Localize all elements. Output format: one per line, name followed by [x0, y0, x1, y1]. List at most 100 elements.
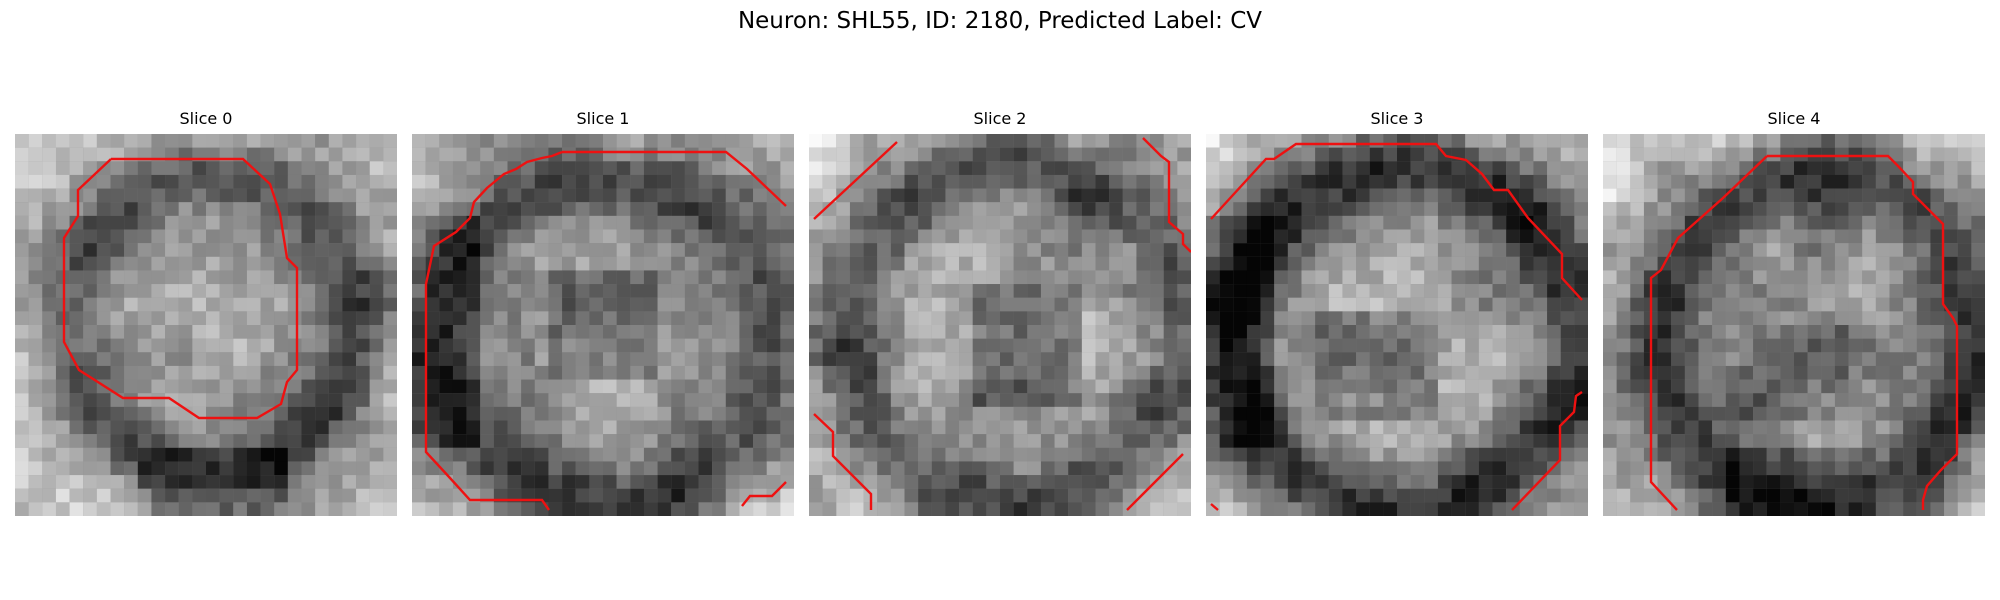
image-pixel — [246, 270, 261, 285]
image-pixel — [809, 229, 823, 244]
image-pixel — [69, 475, 84, 489]
image-pixel — [1410, 256, 1425, 271]
image-pixel — [1274, 215, 1288, 230]
image-pixel — [1684, 488, 1699, 503]
image-pixel — [1753, 420, 1767, 435]
image-pixel — [1957, 502, 1972, 516]
image-pixel — [1603, 447, 1617, 462]
image-pixel — [1233, 325, 1248, 339]
image-pixel — [1027, 229, 1042, 244]
image-pixel — [918, 161, 932, 176]
image-pixel — [809, 297, 823, 312]
image-pixel — [1109, 420, 1123, 435]
image-pixel — [822, 447, 837, 462]
image-pixel — [725, 461, 740, 476]
image-pixel — [918, 229, 932, 244]
image-pixel — [712, 134, 726, 148]
image-pixel — [1519, 461, 1534, 476]
image-pixel — [1369, 174, 1384, 189]
image-pixel — [1657, 352, 1672, 367]
image-pixel — [712, 174, 726, 189]
image-pixel — [315, 243, 329, 257]
image-pixel — [1027, 447, 1042, 462]
image-pixel — [287, 488, 302, 503]
image-pixel — [219, 202, 234, 216]
image-pixel — [1163, 161, 1178, 176]
image-pixel — [1916, 379, 1931, 394]
image-pixel — [1246, 461, 1261, 476]
image-pixel — [301, 284, 316, 298]
image-pixel — [657, 270, 672, 285]
image-pixel — [1356, 338, 1370, 353]
image-pixel — [1875, 365, 1890, 380]
image-pixel — [1451, 243, 1466, 257]
image-pixel — [1465, 447, 1479, 462]
image-pixel — [1780, 365, 1795, 380]
image-pixel — [1356, 256, 1370, 271]
image-pixel — [809, 325, 823, 339]
image-pixel — [1478, 270, 1493, 285]
image-pixel — [1260, 488, 1275, 503]
image-pixel — [1657, 406, 1672, 421]
image-pixel — [452, 325, 467, 339]
image-pixel — [1451, 284, 1466, 298]
image-pixel — [165, 502, 179, 516]
image-pixel — [1492, 229, 1507, 244]
image-pixel — [493, 147, 508, 162]
image-pixel — [1698, 256, 1713, 271]
image-pixel — [287, 188, 302, 203]
image-pixel — [1753, 325, 1767, 339]
image-pixel — [315, 188, 329, 203]
image-pixel — [1889, 420, 1904, 435]
image-pixel — [1671, 352, 1685, 367]
image-pixel — [1013, 406, 1028, 421]
image-pixel — [1616, 338, 1631, 353]
image-pixel — [918, 420, 932, 435]
image-pixel — [630, 434, 645, 448]
image-pixel — [1163, 488, 1178, 503]
image-pixel — [904, 161, 919, 176]
image-pixel — [1233, 270, 1248, 285]
image-pixel — [1603, 311, 1617, 326]
image-pixel — [412, 488, 426, 503]
image-pixel — [1916, 174, 1931, 189]
image-pixel — [1109, 311, 1123, 326]
image-pixel — [1848, 311, 1863, 326]
image-pixel — [110, 311, 125, 326]
image-pixel — [1177, 256, 1191, 271]
image-pixel — [466, 161, 481, 176]
image-pixel — [1383, 284, 1398, 298]
image-pixel — [1506, 447, 1520, 462]
image-pixel — [986, 447, 1001, 462]
image-pixel — [287, 147, 302, 162]
image-pixel — [1206, 502, 1220, 516]
image-pixel — [137, 243, 152, 257]
image-pixel — [412, 434, 426, 448]
image-pixel — [931, 229, 946, 244]
image-pixel — [452, 161, 467, 176]
image-pixel — [246, 352, 261, 367]
image-pixel — [1616, 174, 1631, 189]
image-pixel — [1136, 270, 1151, 285]
image-pixel — [534, 284, 549, 298]
image-pixel — [1794, 311, 1808, 326]
image-pixel — [1506, 243, 1520, 257]
image-pixel — [1957, 475, 1972, 489]
image-pixel — [1671, 270, 1685, 285]
image-pixel — [124, 284, 138, 298]
image-pixel — [1013, 475, 1028, 489]
image-pixel — [671, 406, 685, 421]
image-pixel — [178, 284, 193, 298]
image-pixel — [1219, 134, 1234, 148]
image-pixel — [137, 447, 152, 462]
image-pixel — [877, 297, 891, 312]
image-pixel — [1301, 461, 1316, 476]
image-pixel — [1739, 447, 1754, 462]
image-pixel — [589, 134, 604, 148]
image-pixel — [712, 488, 726, 503]
image-pixel — [1519, 352, 1534, 367]
image-pixel — [83, 325, 97, 339]
image-pixel — [1684, 174, 1699, 189]
image-pixel — [1150, 215, 1164, 230]
image-pixel — [603, 379, 617, 394]
